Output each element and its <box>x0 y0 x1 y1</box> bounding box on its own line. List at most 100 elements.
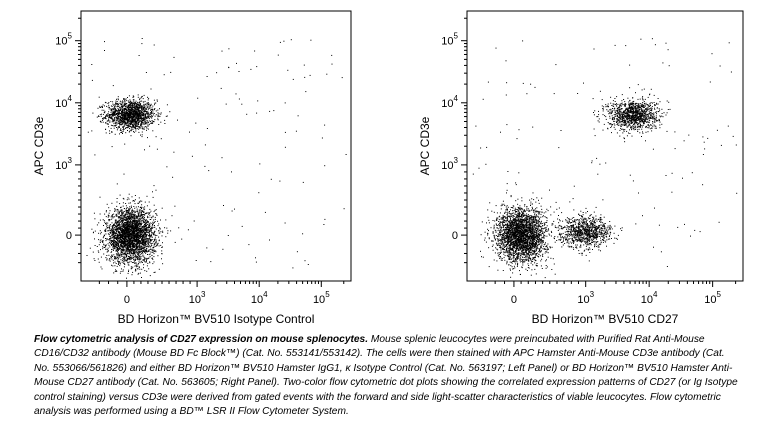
event-dot <box>103 236 105 238</box>
event-dot <box>106 251 108 253</box>
event-dot <box>134 107 136 109</box>
event-dot <box>147 109 149 111</box>
event-dot <box>144 114 146 116</box>
y-tick-label: 105 <box>55 32 72 48</box>
event-dot <box>125 113 127 115</box>
event-dot <box>134 236 136 238</box>
event-dot <box>99 196 101 198</box>
event-dot <box>142 112 144 114</box>
event-dot <box>145 247 147 249</box>
event-dot <box>108 244 110 246</box>
event-dot <box>633 106 635 108</box>
event-dot <box>116 103 118 104</box>
event-dot <box>187 229 189 231</box>
event-dot <box>113 244 115 246</box>
event-dot <box>122 202 124 204</box>
event-dot <box>146 129 147 131</box>
event-dot <box>135 238 137 240</box>
event-dot <box>115 241 117 243</box>
event-dot <box>120 101 122 103</box>
event-dot <box>142 114 144 116</box>
event-dot <box>139 252 141 253</box>
event-dot <box>124 98 126 100</box>
event-dot <box>116 214 118 216</box>
event-dot <box>101 113 102 115</box>
event-dot <box>112 225 114 226</box>
event-dot <box>143 236 145 238</box>
event-dot <box>103 109 105 111</box>
event-dot <box>601 99 603 101</box>
event-dot <box>103 243 105 245</box>
event-dot <box>128 210 130 211</box>
event-dot <box>136 124 138 126</box>
event-dot <box>146 104 148 106</box>
event-dot <box>116 231 117 233</box>
event-dot <box>653 115 655 117</box>
event-dot <box>123 253 125 255</box>
event-dot <box>122 133 123 134</box>
event-dot <box>123 98 125 99</box>
event-dot <box>127 197 129 199</box>
event-dot <box>130 102 132 104</box>
event-dot <box>133 217 135 219</box>
event-dot <box>127 100 129 102</box>
event-dot <box>148 103 150 105</box>
event-dot <box>138 259 140 261</box>
event-dot <box>150 219 152 220</box>
event-dot <box>153 241 154 243</box>
event-dot <box>124 253 126 255</box>
event-dot <box>141 244 143 246</box>
event-dot <box>94 218 96 220</box>
event-dot <box>120 219 122 220</box>
event-dot <box>135 107 137 109</box>
event-dot <box>100 249 101 251</box>
event-dot <box>140 247 142 249</box>
event-dot <box>128 214 130 216</box>
event-dot <box>122 229 124 231</box>
event-dot <box>145 108 147 110</box>
event-dot <box>137 249 139 251</box>
event-dot <box>302 181 304 183</box>
event-dot <box>136 241 138 243</box>
event-dot <box>135 122 137 124</box>
event-dot <box>142 207 144 209</box>
event-dot <box>105 210 107 212</box>
event-dot <box>123 266 125 268</box>
event-dot <box>142 122 143 124</box>
event-dot <box>133 124 135 126</box>
event-dot <box>149 222 151 224</box>
event-dot <box>127 107 129 109</box>
event-dot <box>119 210 121 212</box>
event-dot <box>129 209 131 210</box>
event-dot <box>121 122 123 124</box>
event-dot <box>124 104 126 106</box>
event-dot <box>130 220 132 222</box>
event-dot <box>137 263 139 264</box>
event-dot <box>144 106 146 108</box>
event-dot <box>134 223 136 225</box>
event-dot <box>146 233 148 235</box>
event-dot <box>137 234 139 236</box>
event-dot <box>132 210 134 212</box>
event-dot <box>138 220 140 221</box>
event-dot <box>108 116 110 118</box>
event-dot <box>144 270 146 272</box>
event-dot <box>123 255 125 257</box>
event-dot <box>135 233 137 235</box>
event-dot <box>154 108 156 109</box>
event-dot <box>126 227 128 229</box>
event-dot <box>111 255 113 257</box>
event-dot <box>619 105 621 106</box>
event-dot <box>135 110 137 112</box>
event-dot <box>129 104 130 106</box>
event-dot <box>116 116 117 118</box>
event-dot <box>136 216 138 218</box>
event-dot <box>145 232 147 234</box>
event-dot <box>130 225 132 227</box>
event-dot <box>115 108 117 110</box>
event-dot <box>114 210 116 212</box>
event-dot <box>160 219 161 221</box>
event-dot <box>136 111 138 113</box>
event-dot <box>133 116 135 118</box>
event-dot <box>148 224 150 226</box>
